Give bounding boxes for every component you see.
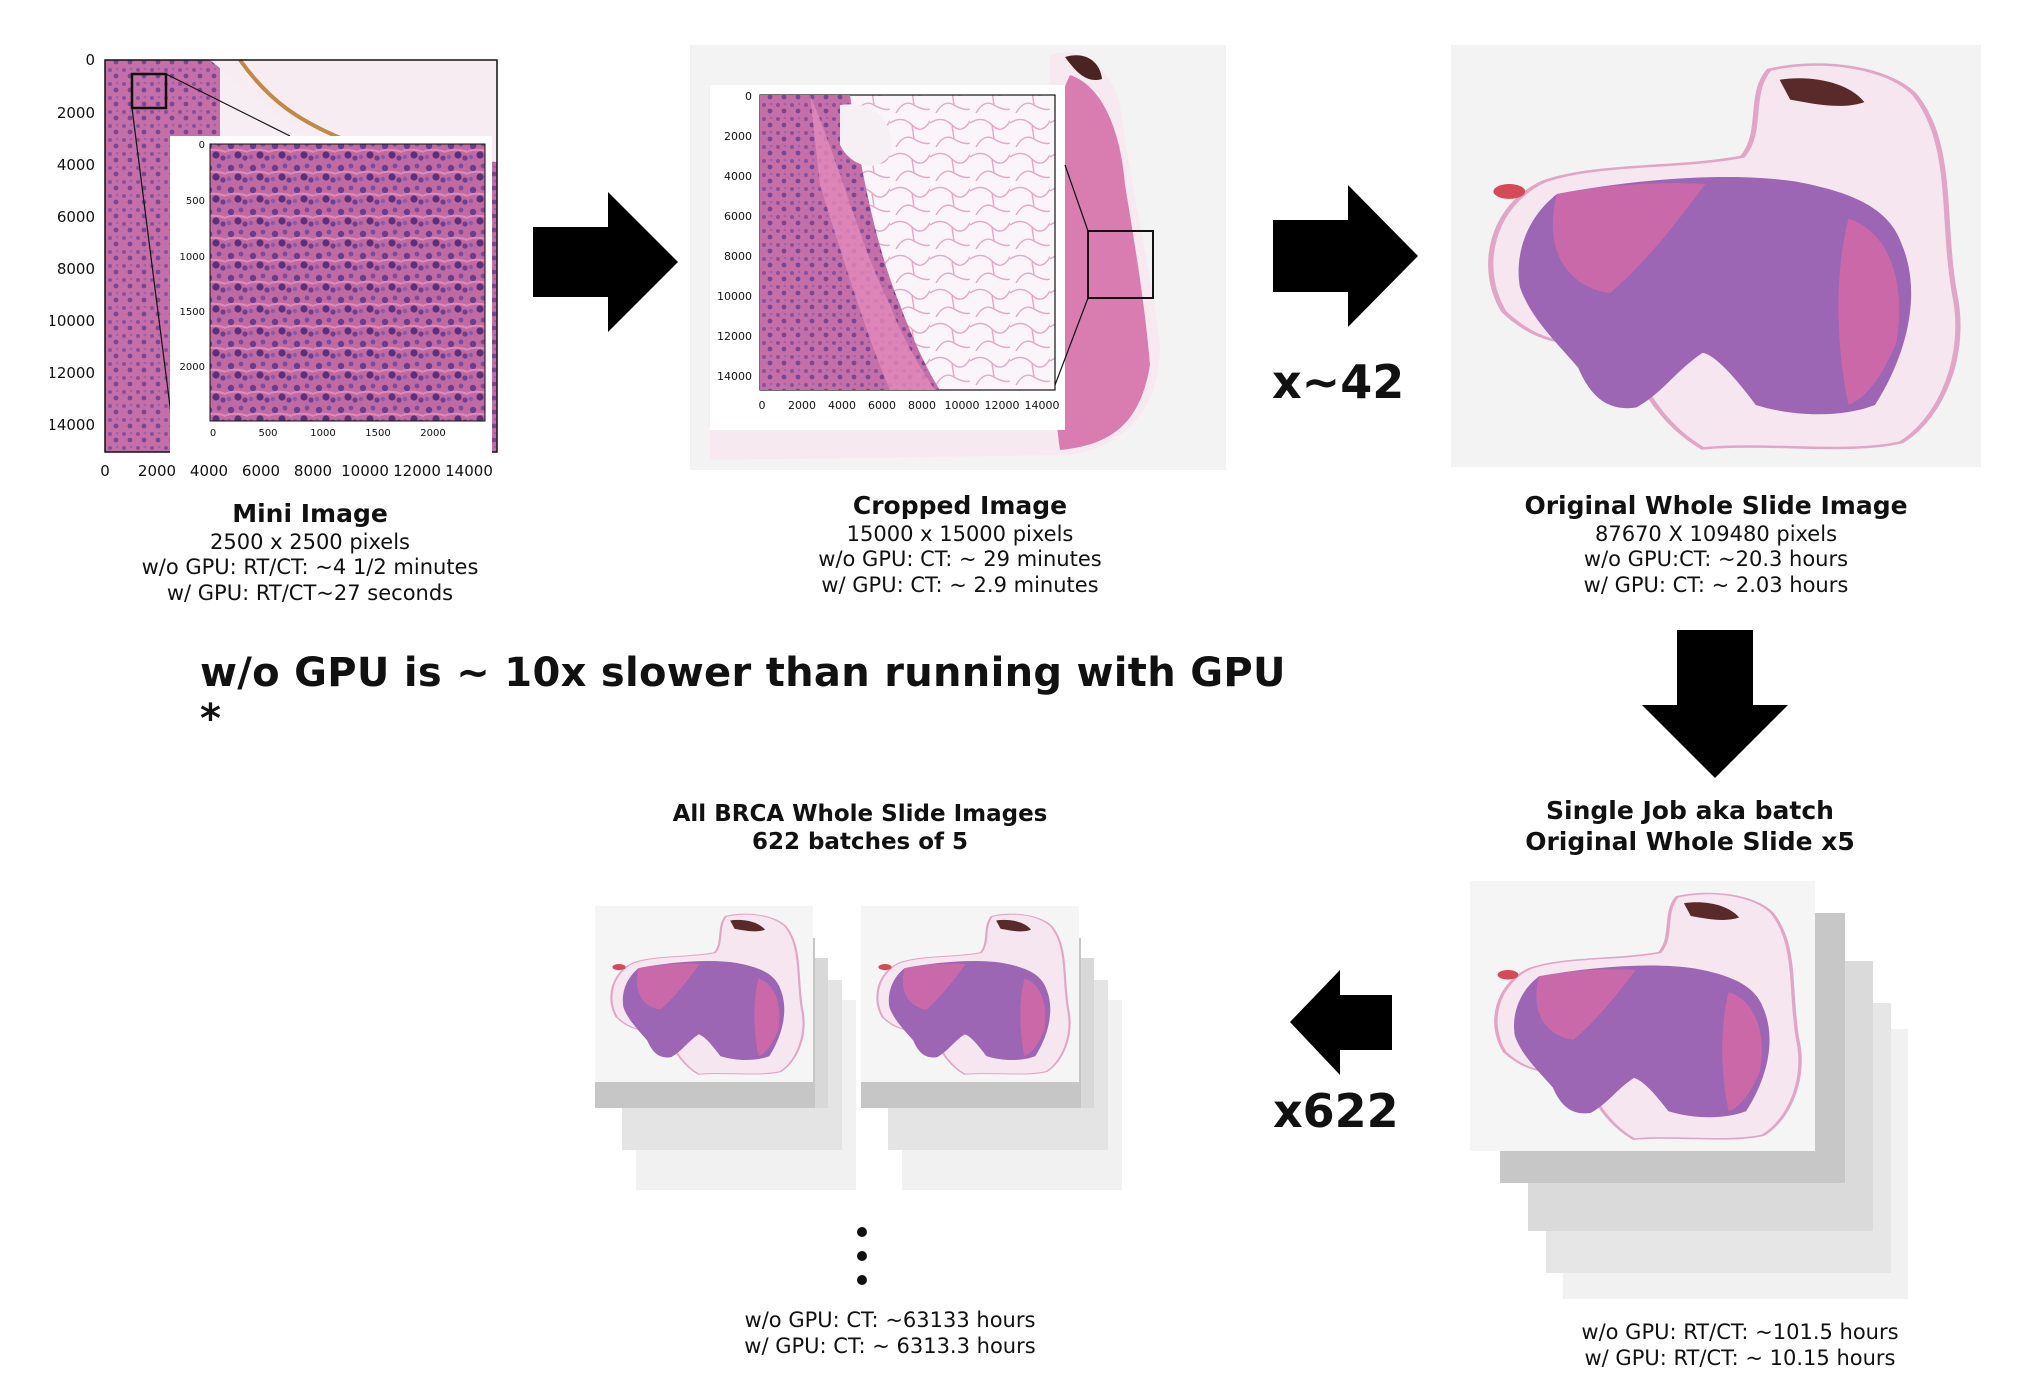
inset-x-tick: 500 <box>258 428 277 439</box>
mini-image-cpu-time: w/o GPU: RT/CT: ~4 1/2 minutes <box>141 555 479 580</box>
batch-wsi-image <box>1470 881 1815 1151</box>
mini-image-size: 2500 x 2500 pixels <box>210 529 410 554</box>
cropped-zoom-box <box>1087 230 1154 299</box>
cropped-y-tick: 8000 <box>724 250 752 263</box>
cropped-x-tick: 6000 <box>868 399 896 412</box>
batch-cpu-time: w/o GPU: RT/CT: ~101.5 hours <box>1581 1320 1899 1344</box>
all-brca-time-caption: w/o GPU: CT: ~63133 hours w/ GPU: CT: ~ … <box>680 1308 1100 1359</box>
all-brca-caption: All BRCA Whole Slide Images 622 batches … <box>640 800 1080 856</box>
mini-y-ticks: 0 2000 4000 6000 8000 10000 12000 14000 <box>50 52 95 434</box>
cropped-y-tick: 10000 <box>717 290 752 303</box>
all-brca-cpu-time: w/o GPU: CT: ~63133 hours <box>744 1308 1036 1332</box>
cropped-y-tick: 6000 <box>724 210 752 223</box>
original-wsi-size: 87670 X 109480 pixels <box>1594 521 1838 546</box>
brca-wsi-image <box>861 906 1079 1082</box>
cropped-x-tick: 4000 <box>828 399 856 412</box>
inset-x-tick: 2000 <box>420 428 445 439</box>
all-brca-gpu-time: w/ GPU: CT: ~ 6313.3 hours <box>744 1333 1036 1358</box>
inset-x-tick: 0 <box>210 428 216 439</box>
mini-x-tick: 8000 <box>294 462 332 480</box>
mini-image-title: Mini Image <box>232 499 388 528</box>
original-wsi-cpu-time: w/o GPU:CT: ~20.3 hours <box>1583 547 1849 572</box>
cropped-y-ticks: 0 2000 4000 6000 8000 10000 12000 14000 <box>717 90 752 383</box>
inset-y-tick: 1500 <box>180 307 205 318</box>
multiplier-42: x~42 <box>1272 355 1405 409</box>
original-wsi-gpu-time: w/ GPU: CT: ~ 2.03 hours <box>1583 572 1849 597</box>
cropped-image-plot: 0 2000 4000 6000 8000 10000 12000 14000 … <box>690 45 1226 470</box>
right-arrow-icon <box>1273 185 1418 327</box>
right-arrow-icon <box>533 192 678 332</box>
mini-inset-x-ticks: 0 500 1000 1500 2000 <box>210 428 446 439</box>
headline: w/o GPU is ~ 10x slower than running wit… <box>200 650 1286 742</box>
mini-x-tick: 4000 <box>190 462 228 480</box>
inset-y-tick: 1000 <box>180 252 205 263</box>
mini-x-tick: 6000 <box>242 462 280 480</box>
original-wsi-image <box>1451 45 1981 467</box>
mini-y-tick: 10000 <box>50 312 95 330</box>
mini-y-tick: 12000 <box>50 364 95 382</box>
inset-x-tick: 1500 <box>365 428 390 439</box>
multiplier-622: x622 <box>1273 1084 1399 1138</box>
mini-y-tick: 4000 <box>57 156 95 174</box>
cropped-y-tick: 2000 <box>724 130 752 143</box>
cropped-x-tick: 2000 <box>788 399 816 412</box>
original-wsi-title: Original Whole Slide Image <box>1524 491 1908 520</box>
mini-x-tick: 12000 <box>393 462 441 480</box>
all-brca-title-line2: 622 batches of 5 <box>751 829 969 856</box>
cropped-x-tick: 8000 <box>908 399 936 412</box>
mini-image-caption: Mini Image 2500 x 2500 pixels w/o GPU: R… <box>100 499 520 606</box>
cropped-x-tick: 14000 <box>1025 399 1060 412</box>
mini-y-tick: 8000 <box>57 260 95 278</box>
cropped-y-tick: 4000 <box>724 170 752 183</box>
all-brca-title-line1: All BRCA Whole Slide Images <box>672 801 1048 827</box>
cropped-x-tick: 12000 <box>985 399 1020 412</box>
mini-x-tick: 10000 <box>341 462 389 480</box>
mini-inset-image <box>209 143 486 422</box>
batch-title-line1: Single Job aka batch <box>1546 796 1834 825</box>
mini-zoom-box <box>130 72 168 110</box>
vertical-ellipsis-icon <box>857 1227 867 1299</box>
mini-y-tick: 14000 <box>50 416 95 434</box>
cropped-y-tick: 12000 <box>717 330 752 343</box>
mini-y-tick: 2000 <box>57 104 95 122</box>
cropped-image-cpu-time: w/o GPU: CT: ~ 29 minutes <box>818 547 1102 572</box>
cropped-y-tick: 14000 <box>717 370 752 383</box>
batch-time-caption: w/o GPU: RT/CT: ~101.5 hours w/ GPU: RT/… <box>1530 1320 1950 1371</box>
left-arrow-icon <box>1290 970 1392 1075</box>
batch-title-line2: Original Whole Slide x5 <box>1525 826 1855 856</box>
cropped-image-caption: Cropped Image 15000 x 15000 pixels w/o G… <box>770 491 1150 598</box>
mini-image-plot: 0 2000 4000 6000 8000 10000 12000 14000 … <box>50 52 498 480</box>
mini-x-ticks: 0 2000 4000 6000 8000 10000 12000 14000 <box>100 462 493 480</box>
mini-inset-y-ticks: 0 500 1000 1500 2000 <box>180 140 205 373</box>
inset-x-tick: 1000 <box>310 428 335 439</box>
mini-image-gpu-time: w/ GPU: RT/CT~27 seconds <box>166 580 454 605</box>
mini-y-tick: 6000 <box>57 208 95 226</box>
inset-y-tick: 2000 <box>180 362 205 373</box>
cropped-y-tick: 0 <box>745 90 752 103</box>
mini-y-tick: 0 <box>85 52 95 69</box>
batch-caption: Single Job aka batch Original Whole Slid… <box>1490 796 1890 857</box>
brca-wsi-image <box>595 906 813 1082</box>
inset-y-tick: 0 <box>199 140 205 151</box>
mini-x-tick: 2000 <box>138 462 176 480</box>
inset-y-tick: 500 <box>186 196 205 207</box>
cropped-image-title: Cropped Image <box>852 491 1068 520</box>
batch-gpu-time: w/ GPU: RT/CT: ~ 10.15 hours <box>1584 1345 1896 1370</box>
cropped-x-tick: 10000 <box>945 399 980 412</box>
cropped-image-size: 15000 x 15000 pixels <box>846 521 1074 546</box>
cropped-x-ticks: 0 2000 4000 6000 8000 10000 12000 14000 <box>759 399 1060 412</box>
mini-x-tick: 0 <box>100 462 110 480</box>
cropped-image-gpu-time: w/ GPU: CT: ~ 2.9 minutes <box>821 572 1099 597</box>
cropped-x-tick: 0 <box>759 399 766 412</box>
down-arrow-icon <box>1642 630 1788 778</box>
mini-x-tick: 14000 <box>445 462 493 480</box>
original-wsi-caption: Original Whole Slide Image 87670 X 10948… <box>1516 491 1916 598</box>
